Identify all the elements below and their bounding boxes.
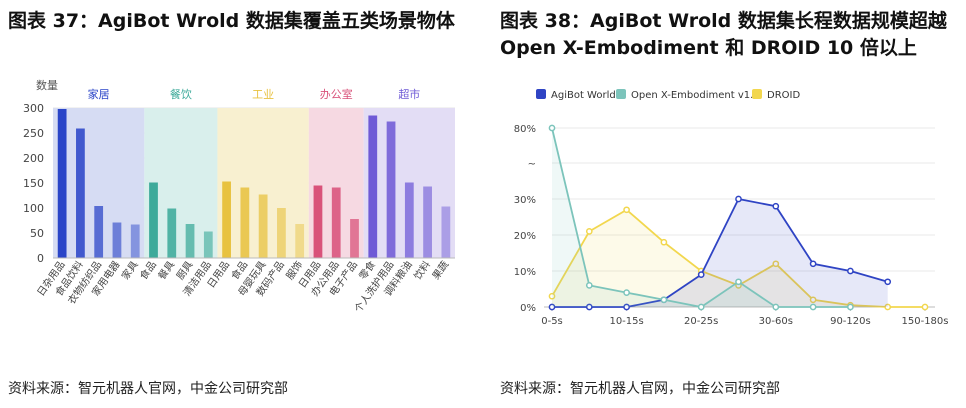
bar <box>423 186 432 258</box>
series-point-1 <box>548 124 556 132</box>
y-tick-label: 300 <box>23 102 44 115</box>
series-point-0 <box>585 303 593 311</box>
series-point-2 <box>660 238 668 246</box>
y-tick-label: 10% <box>514 267 536 278</box>
y-tick-label: 200 <box>23 152 44 165</box>
bar <box>112 222 122 258</box>
series-point-2 <box>809 296 817 304</box>
y-tick-label: 100 <box>23 202 44 215</box>
x-tick-label: 30-60s <box>759 316 793 327</box>
group-label: 餐饮 <box>170 87 192 101</box>
group-label: 办公室 <box>320 87 353 101</box>
y-tick-label: 30% <box>514 195 536 206</box>
x-tick-label: 餐具 <box>155 258 177 282</box>
y-tick-label: 20% <box>514 231 536 242</box>
series-point-1 <box>697 303 705 311</box>
series-line-0 <box>552 197 888 308</box>
x-tick-label: 果蔬 <box>430 259 451 282</box>
group-label: 家居 <box>88 87 110 101</box>
series-point-1 <box>585 282 593 289</box>
series-point-2 <box>623 206 630 214</box>
series-point-0 <box>884 278 892 286</box>
bar <box>331 187 341 258</box>
series-point-2 <box>921 303 929 311</box>
bar <box>94 206 104 258</box>
x-tick-label: 20-25s <box>684 316 718 327</box>
y-tick-label: 250 <box>23 127 44 140</box>
series-point-0 <box>809 260 817 268</box>
bar <box>404 182 414 258</box>
series-point-2 <box>884 303 892 311</box>
series-point-2 <box>548 292 556 300</box>
series-area-0 <box>552 199 888 307</box>
series-point-1 <box>847 303 854 311</box>
x-tick-label: 150-180s <box>902 316 949 327</box>
x-tick-label: 家具 <box>119 258 141 282</box>
bar <box>167 208 177 258</box>
y-tick-label: 0% <box>520 303 536 314</box>
long-horizon-area-chart: AgiBot World Open X-Embodiment v1.0 DROID 0… <box>514 89 949 327</box>
legend-label: DROID <box>767 90 800 101</box>
series-area-2 <box>552 209 925 307</box>
series-point-0 <box>623 303 630 311</box>
y-tick-label: ~ <box>528 159 536 170</box>
x-tick-label: 饮料 <box>411 258 433 282</box>
group-label: 超市 <box>398 87 420 101</box>
right-figure-title: 图表 38：AgiBot Wrold 数据集长程数据规模超越 Open X-Em… <box>500 10 947 59</box>
series-point-1 <box>809 303 817 311</box>
series-point-0 <box>548 303 556 311</box>
left-figure-title: 图表 37：AgiBot Wrold 数据集覆盖五类场景物体 <box>8 10 455 32</box>
bar <box>295 224 305 258</box>
y-axis-title: 数量 <box>36 79 58 92</box>
series-point-2 <box>772 260 780 268</box>
series-area-1 <box>552 128 851 307</box>
x-tick-label: 0-5s <box>541 316 563 327</box>
bar <box>313 185 323 258</box>
legend-swatch-0 <box>536 89 546 99</box>
series-point-0 <box>847 267 854 275</box>
y-tick-label: 80% <box>514 124 536 135</box>
bar <box>130 224 140 258</box>
bar <box>441 206 451 258</box>
y-tick-label: 50 <box>30 227 44 240</box>
bar <box>203 231 213 258</box>
legend-label: AgiBot World <box>551 90 616 101</box>
series-point-1 <box>660 296 668 304</box>
bar <box>258 194 268 258</box>
bar <box>277 208 286 258</box>
series-point-1 <box>772 303 780 311</box>
right-figure-source: 资料来源：智元机器人官网，中金公司研究部 <box>500 381 780 397</box>
legend-label: Open X-Embodiment v1.0 <box>631 90 760 101</box>
bar <box>368 115 378 258</box>
bar <box>222 181 231 258</box>
left-figure-source: 资料来源：智元机器人官网，中金公司研究部 <box>8 381 288 397</box>
bar <box>76 128 85 258</box>
bar <box>185 224 195 258</box>
bar <box>240 187 250 258</box>
series-point-0 <box>772 202 780 210</box>
x-tick-label: 食品 <box>137 258 159 282</box>
scene-object-bar-chart: 数量050100150200250300家居日杂用品食品饮料衣物纺织品家用电器家… <box>23 79 455 315</box>
x-tick-label: 10-15s <box>609 316 643 327</box>
x-tick-label: 90-120s <box>830 316 871 327</box>
series-point-1 <box>735 278 742 286</box>
y-tick-label: 150 <box>23 177 44 190</box>
legend-swatch-1 <box>616 89 626 99</box>
series-point-0 <box>735 195 742 203</box>
bar <box>57 109 67 258</box>
series-point-0 <box>697 271 705 278</box>
series-point-1 <box>623 289 630 296</box>
series-point-2 <box>585 228 593 235</box>
bar <box>386 121 396 258</box>
bar <box>149 182 158 258</box>
legend-swatch-2 <box>752 89 762 99</box>
group-label: 工业 <box>252 88 274 101</box>
bar <box>350 219 359 258</box>
y-tick-label: 0 <box>37 252 44 265</box>
